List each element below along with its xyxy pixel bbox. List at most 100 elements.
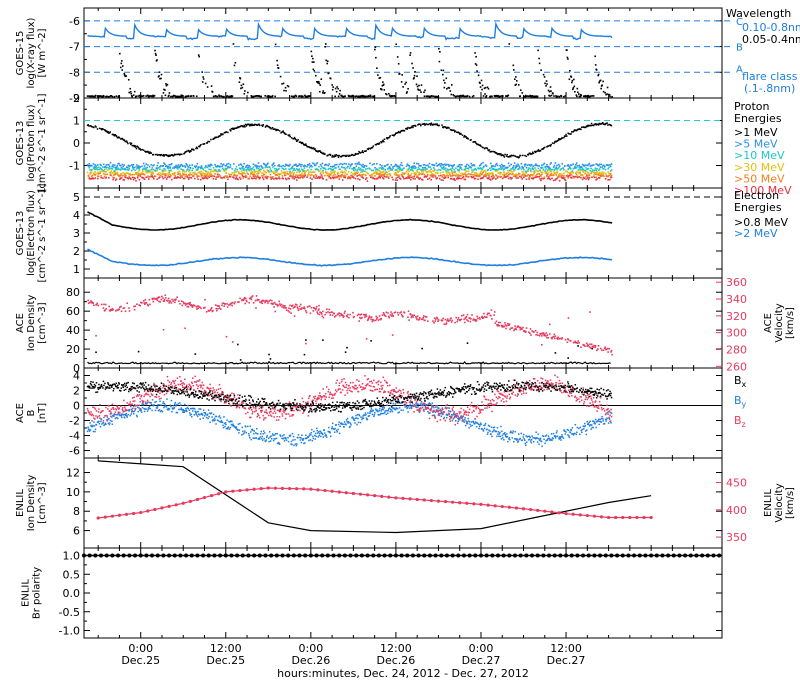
proton-point — [557, 176, 559, 178]
proton-point — [383, 173, 386, 176]
proton-point — [126, 166, 129, 169]
proton-point — [311, 174, 313, 176]
proton-point — [607, 178, 609, 181]
ace-velocity-point — [344, 310, 346, 313]
proton-point — [455, 178, 458, 180]
xray-short-point — [482, 95, 485, 97]
proton-point — [592, 175, 595, 178]
ace-velocity-point — [594, 345, 597, 347]
proton-point — [287, 173, 290, 176]
ace-velocity-point — [163, 300, 165, 302]
proton-point — [378, 169, 381, 172]
xray-short-point — [475, 55, 477, 58]
ace-bz-point — [120, 405, 122, 407]
xray-short-point — [490, 95, 492, 98]
proton-point — [273, 167, 276, 170]
proton-point — [216, 170, 218, 173]
xray-legend-entry: 0.05-0.4nm — [742, 33, 800, 46]
proton-1mev-point — [575, 129, 578, 132]
proton-point — [147, 169, 149, 172]
proton-point — [560, 176, 563, 178]
ace-velocity-point — [120, 305, 122, 308]
proton-point — [374, 167, 376, 169]
xray-short-point — [311, 55, 313, 57]
proton-point — [541, 177, 543, 180]
ace-bx-point — [139, 382, 142, 384]
proton-1mev-point — [310, 146, 313, 149]
proton-1mev-point — [580, 128, 582, 131]
proton-point — [454, 179, 456, 182]
ace-velocity-point — [284, 305, 286, 307]
proton-point — [253, 173, 256, 175]
ace-velocity-point — [231, 304, 233, 307]
ace-by-point — [111, 420, 113, 422]
ace-velocity-point — [504, 322, 506, 324]
proton-point — [603, 175, 605, 177]
xray-short-point — [154, 52, 157, 55]
proton-point — [241, 174, 244, 177]
xray-short-point — [342, 95, 344, 98]
proton-point — [480, 173, 483, 176]
ace-velocity-point — [133, 308, 136, 311]
proton-point — [495, 178, 497, 180]
proton-point — [492, 177, 495, 179]
ace-velocity-point — [491, 318, 493, 320]
proton-point — [485, 165, 488, 168]
ace-density-spike — [577, 345, 579, 347]
y-tick-label: 0.5 — [63, 568, 81, 581]
proton-point — [556, 168, 558, 170]
ace-bx-point — [142, 382, 144, 384]
proton-point — [467, 172, 470, 175]
xray-short-point — [277, 67, 280, 69]
proton-point — [296, 179, 298, 181]
proton-point — [359, 167, 362, 170]
proton-point — [529, 175, 531, 178]
proton-point — [147, 178, 150, 180]
proton-point — [93, 166, 96, 168]
proton-1mev-point — [561, 137, 564, 139]
xray-short-point — [167, 95, 170, 98]
ace-velocity-point — [353, 315, 355, 318]
proton-point — [161, 169, 164, 172]
ace-bx-point — [116, 385, 118, 388]
proton-point — [300, 175, 302, 177]
proton-point — [576, 164, 579, 167]
ace-bz-point — [105, 406, 107, 409]
y-tick-label: 1 — [73, 263, 80, 276]
xray-short-point — [211, 91, 214, 93]
proton-1mev-point — [196, 147, 199, 150]
proton-point — [487, 174, 490, 176]
proton-point — [570, 170, 573, 173]
proton-1mev-point — [463, 134, 466, 137]
ace-bx-point — [119, 389, 121, 392]
ace-bx-point — [107, 382, 109, 384]
proton-point — [600, 173, 603, 176]
ace-velocity-point — [303, 306, 305, 308]
proton-point — [490, 165, 493, 167]
proton-point — [102, 177, 104, 179]
ace-density-spike — [194, 353, 197, 355]
proton-point — [238, 171, 240, 174]
proton-point — [320, 165, 323, 168]
proton-point — [478, 173, 481, 176]
proton-1mev-point — [261, 125, 264, 128]
proton-point — [359, 174, 362, 177]
proton-point — [107, 169, 109, 171]
proton-point — [147, 171, 150, 174]
proton-point — [370, 175, 372, 177]
xray-short-point — [97, 95, 100, 98]
xray-short-point — [417, 89, 420, 91]
proton-point — [544, 166, 547, 168]
xray-short-point — [312, 68, 315, 71]
proton-point — [597, 177, 600, 179]
proton-point — [449, 178, 452, 180]
ace-by-point — [89, 429, 92, 431]
ace-velocity-point — [244, 302, 247, 305]
xray-short-point — [579, 93, 582, 96]
ace-bx-point — [136, 390, 138, 392]
xray-short-point — [197, 54, 200, 56]
proton-point — [549, 170, 552, 172]
proton-point — [92, 172, 95, 174]
proton-point — [199, 170, 202, 173]
proton-point — [257, 172, 260, 175]
